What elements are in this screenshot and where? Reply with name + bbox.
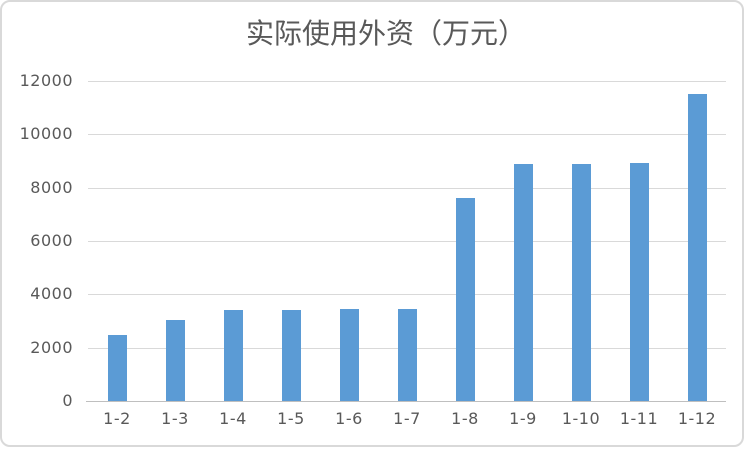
y-tick-label: 6000 [30, 231, 73, 250]
x-tick-label: 1-3 [161, 409, 189, 428]
bar-1-8 [456, 198, 475, 401]
gridline [88, 81, 726, 82]
x-tick-label: 1-2 [103, 409, 131, 428]
y-tick-label: 2000 [30, 338, 73, 357]
x-axis-line [86, 401, 726, 402]
bar-1-4 [224, 310, 243, 401]
x-tick-label: 1-8 [451, 409, 479, 428]
x-tick-label: 1-12 [677, 409, 717, 428]
x-tick-label: 1-11 [619, 409, 659, 428]
y-tick-label: 10000 [19, 124, 73, 143]
gridline [88, 188, 726, 189]
y-tick-label: 12000 [19, 71, 73, 90]
bar-1-5 [282, 310, 301, 401]
gridline [88, 294, 726, 295]
bar-1-11 [630, 163, 649, 401]
x-tick-label: 1-4 [219, 409, 247, 428]
gridline [88, 241, 726, 242]
y-tick-label: 8000 [30, 178, 73, 197]
bar-1-6 [340, 309, 359, 401]
bar-1-3 [166, 320, 185, 401]
x-tick-label: 1-9 [509, 409, 537, 428]
bar-1-9 [514, 164, 533, 401]
chart-title: 实际使用外资（万元） [245, 17, 526, 50]
x-tick-label: 1-6 [335, 409, 363, 428]
x-tick-label: 1-10 [561, 409, 601, 428]
x-tick-label: 1-7 [393, 409, 421, 428]
bar-1-7 [398, 309, 417, 401]
bar-1-10 [572, 164, 591, 401]
x-tick-label: 1-5 [277, 409, 305, 428]
bar-1-2 [108, 335, 127, 401]
y-tick-label: 4000 [30, 284, 73, 303]
gridline [88, 134, 726, 135]
y-tick-label: 0 [62, 391, 73, 410]
bar-1-12 [688, 94, 707, 401]
